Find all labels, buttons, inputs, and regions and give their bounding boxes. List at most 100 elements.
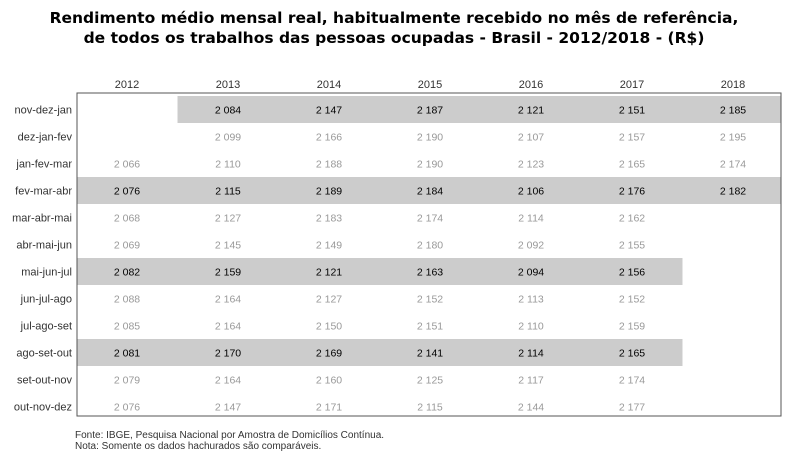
column-header: 2017 [620, 79, 644, 91]
table-cell: 2 152 [619, 294, 645, 306]
highlight-band [177, 96, 781, 123]
table-cell: 2 123 [518, 159, 544, 171]
table-cells: 2 084 2 147 2 187 2 121 2 151 2 185 2 099 2 166… [114, 105, 746, 414]
chart-title: Rendimento médio mensal real, habitualme… [49, 9, 739, 27]
table-cell: 2 121 [316, 267, 342, 279]
highlight-bands [77, 96, 781, 366]
row-label: jun-jul-ago [20, 294, 72, 306]
table-cell: 2 092 [518, 240, 544, 252]
table-cell: 2 163 [417, 267, 443, 279]
table-cell: 2 150 [316, 321, 342, 333]
highlight-band [77, 177, 781, 204]
table-cell: 2 149 [316, 240, 342, 252]
table-cell: 2 165 [619, 159, 645, 171]
table-cell: 2 159 [619, 321, 645, 333]
table-cell: 2 147 [316, 105, 342, 117]
table-cell: 2 185 [720, 105, 746, 117]
column-header: 2015 [418, 79, 442, 91]
row-label: ago-set-out [16, 348, 72, 360]
table-cell: 2 110 [518, 321, 544, 333]
chart-title-block: Rendimento médio mensal real, habitualme… [0, 8, 788, 48]
table-cell: 2 079 [114, 375, 140, 387]
table-cell: 2 159 [215, 267, 241, 279]
table-cell: 2 187 [417, 105, 443, 117]
table-cell: 2 110 [215, 159, 241, 171]
table-cell: 2 076 [114, 402, 140, 414]
table-cell: 2 144 [518, 402, 544, 414]
table-cell: 2 184 [417, 186, 443, 198]
table-cell: 2 176 [619, 186, 645, 198]
table-cell: 2 145 [215, 240, 241, 252]
table-cell: 2 174 [720, 159, 746, 171]
column-header: 2018 [721, 79, 745, 91]
table-cell: 2 189 [316, 186, 342, 198]
table-cell: 2 147 [215, 402, 241, 414]
row-label: out-nov-dez [14, 402, 72, 414]
table-cell: 2 094 [518, 267, 544, 279]
table-cell: 2 169 [316, 348, 342, 360]
table-cell: 2 164 [215, 321, 241, 333]
row-label: fev-mar-abr [15, 186, 72, 198]
table-cell: 2 127 [316, 294, 342, 306]
column-header: 2013 [216, 79, 240, 91]
table-cell: 2 171 [316, 402, 342, 414]
table-cell: 2 157 [619, 132, 645, 144]
column-header: 2014 [317, 79, 341, 91]
column-header: 2012 [115, 79, 139, 91]
table-cell: 2 195 [720, 132, 746, 144]
table-cell: 2 115 [417, 402, 443, 414]
row-label: abr-mai-jun [16, 240, 72, 252]
row-label: jan-fev-mar [15, 159, 72, 171]
table-cell: 2 107 [518, 132, 544, 144]
column-header: 2016 [519, 79, 543, 91]
table-cell: 2 141 [417, 348, 443, 360]
source-note: Fonte: IBGE, Pesquisa Nacional por Amost… [75, 430, 385, 441]
footnote: Nota: Somente os dados hachurados são co… [75, 441, 322, 452]
table-cell: 2 183 [316, 213, 342, 225]
table-cell: 2 170 [215, 348, 241, 360]
table-cell: 2 081 [114, 348, 140, 360]
table-cell: 2 151 [417, 321, 443, 333]
table-cell: 2 125 [417, 375, 443, 387]
table-cell: 2 106 [518, 186, 544, 198]
table-cell: 2 121 [518, 105, 544, 117]
table-cell: 2 174 [619, 375, 645, 387]
table-cell: 2 082 [114, 267, 140, 279]
table-cell: 2 180 [417, 240, 443, 252]
table-cell: 2 088 [114, 294, 140, 306]
table-cell: 2 165 [619, 348, 645, 360]
table-cell: 2 084 [215, 105, 241, 117]
row-label: mai-jun-jul [21, 267, 72, 279]
highlight-band [77, 258, 683, 285]
table-cell: 2 164 [215, 294, 241, 306]
table-cell: 2 115 [215, 186, 241, 198]
table-frame [76, 92, 782, 417]
table-cell: 2 188 [316, 159, 342, 171]
row-label: set-out-nov [17, 375, 73, 387]
table-cell: 2 152 [417, 294, 443, 306]
table-cell: 2 190 [417, 132, 443, 144]
row-label: nov-dez-jan [15, 105, 72, 117]
table-cell: 2 164 [215, 375, 241, 387]
column-headers: 2012 2013 2014 2015 2016 2017 2018 [115, 79, 745, 91]
table-cell: 2 068 [114, 213, 140, 225]
table-cell: 2 099 [215, 132, 241, 144]
table-cell: 2 162 [619, 213, 645, 225]
row-label: dez-jan-fev [18, 132, 73, 144]
table-cell: 2 113 [518, 294, 544, 306]
table-cell: 2 085 [114, 321, 140, 333]
table-cell: 2 069 [114, 240, 140, 252]
table-cell: 2 076 [114, 186, 140, 198]
table-cell: 2 182 [720, 186, 746, 198]
table-cell: 2 177 [619, 402, 645, 414]
chart-subtitle: de todos os trabalhos das pessoas ocupad… [83, 29, 705, 47]
row-label: mar-abr-mai [12, 213, 72, 225]
table-cell: 2 151 [619, 105, 645, 117]
table-cell: 2 155 [619, 240, 645, 252]
row-label: jul-ago-set [20, 321, 72, 333]
table-cell: 2 156 [619, 267, 645, 279]
table-cell: 2 117 [518, 375, 544, 387]
table-cell: 2 174 [417, 213, 443, 225]
table-cell: 2 127 [215, 213, 241, 225]
